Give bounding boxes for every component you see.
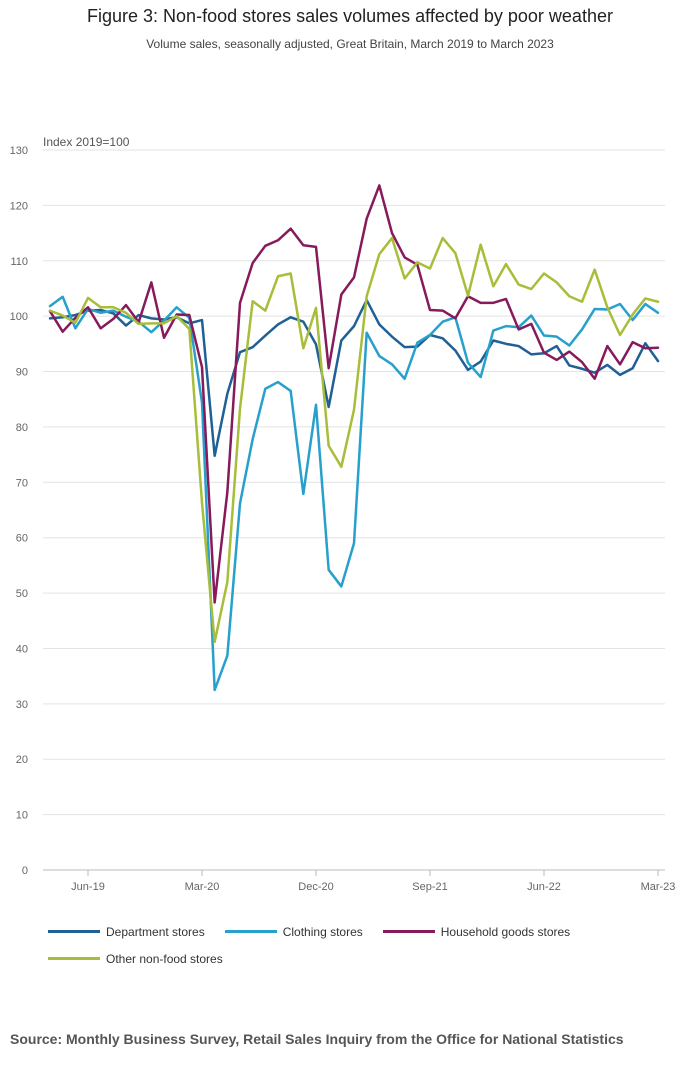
- series-line-clothing-stores: [48, 295, 660, 692]
- y-tick-label: 30: [16, 699, 28, 711]
- series-line-household-goods-stores: [48, 184, 660, 604]
- legend-swatch: [382, 930, 435, 933]
- chart-title: Figure 3: Non-food stores sales volumes …: [87, 6, 613, 26]
- chart-legend: Department stores Clothing stores Househol…: [48, 922, 668, 976]
- x-tick-label: Dec-20: [298, 881, 333, 893]
- y-tick-label: 110: [10, 256, 28, 268]
- chart-subtitle: Volume sales, seasonally adjusted, Great…: [146, 37, 554, 51]
- y-tick-label: 50: [16, 588, 28, 600]
- gridlines: [43, 149, 665, 871]
- legend-label: Household goods stores: [440, 924, 571, 939]
- y-tick-label: 120: [10, 200, 28, 212]
- y-tick-label: 80: [16, 422, 28, 434]
- y-tick-label: 0: [22, 865, 28, 877]
- legend-item: Household goods stores: [382, 924, 571, 939]
- x-tick-label: Sep-21: [412, 881, 447, 893]
- y-tick-label: 130: [10, 145, 28, 157]
- series-lines: [48, 184, 660, 692]
- legend-item: Department stores: [48, 924, 205, 939]
- legend-label: Department stores: [106, 924, 205, 939]
- series-line-other-non-food-stores: [48, 236, 660, 644]
- legend-swatch: [48, 930, 100, 933]
- x-tick-label: Mar-23: [641, 881, 676, 893]
- x-tick-label: Jun-22: [527, 881, 561, 893]
- x-tick-label: Mar-20: [185, 881, 220, 893]
- source-note: Source: Monthly Business Survey, Retail …: [10, 1031, 624, 1047]
- legend-item: Clothing stores: [224, 924, 363, 939]
- y-axis-label: Index 2019=100: [43, 135, 130, 149]
- axes: 0 10 20 30 40 50 60 70 80 90 100 110 120 130 Index 201…: [10, 135, 676, 893]
- y-tick-label: 70: [16, 477, 28, 489]
- x-tick-label: Jun-19: [71, 881, 105, 893]
- legend-swatch: [48, 957, 100, 960]
- y-tick-label: 90: [16, 367, 28, 379]
- y-tick-label: 40: [16, 643, 28, 655]
- y-tick-label: 60: [16, 533, 28, 545]
- y-tick-label: 100: [10, 311, 28, 323]
- legend-item: Other non-food stores: [48, 951, 223, 966]
- legend-swatch: [224, 930, 277, 933]
- y-tick-label: 10: [16, 810, 28, 822]
- series-line-department-stores: [48, 298, 660, 457]
- y-tick-label: 20: [16, 754, 28, 766]
- legend-label: Other non-food stores: [106, 951, 223, 966]
- legend-label: Clothing stores: [282, 924, 363, 939]
